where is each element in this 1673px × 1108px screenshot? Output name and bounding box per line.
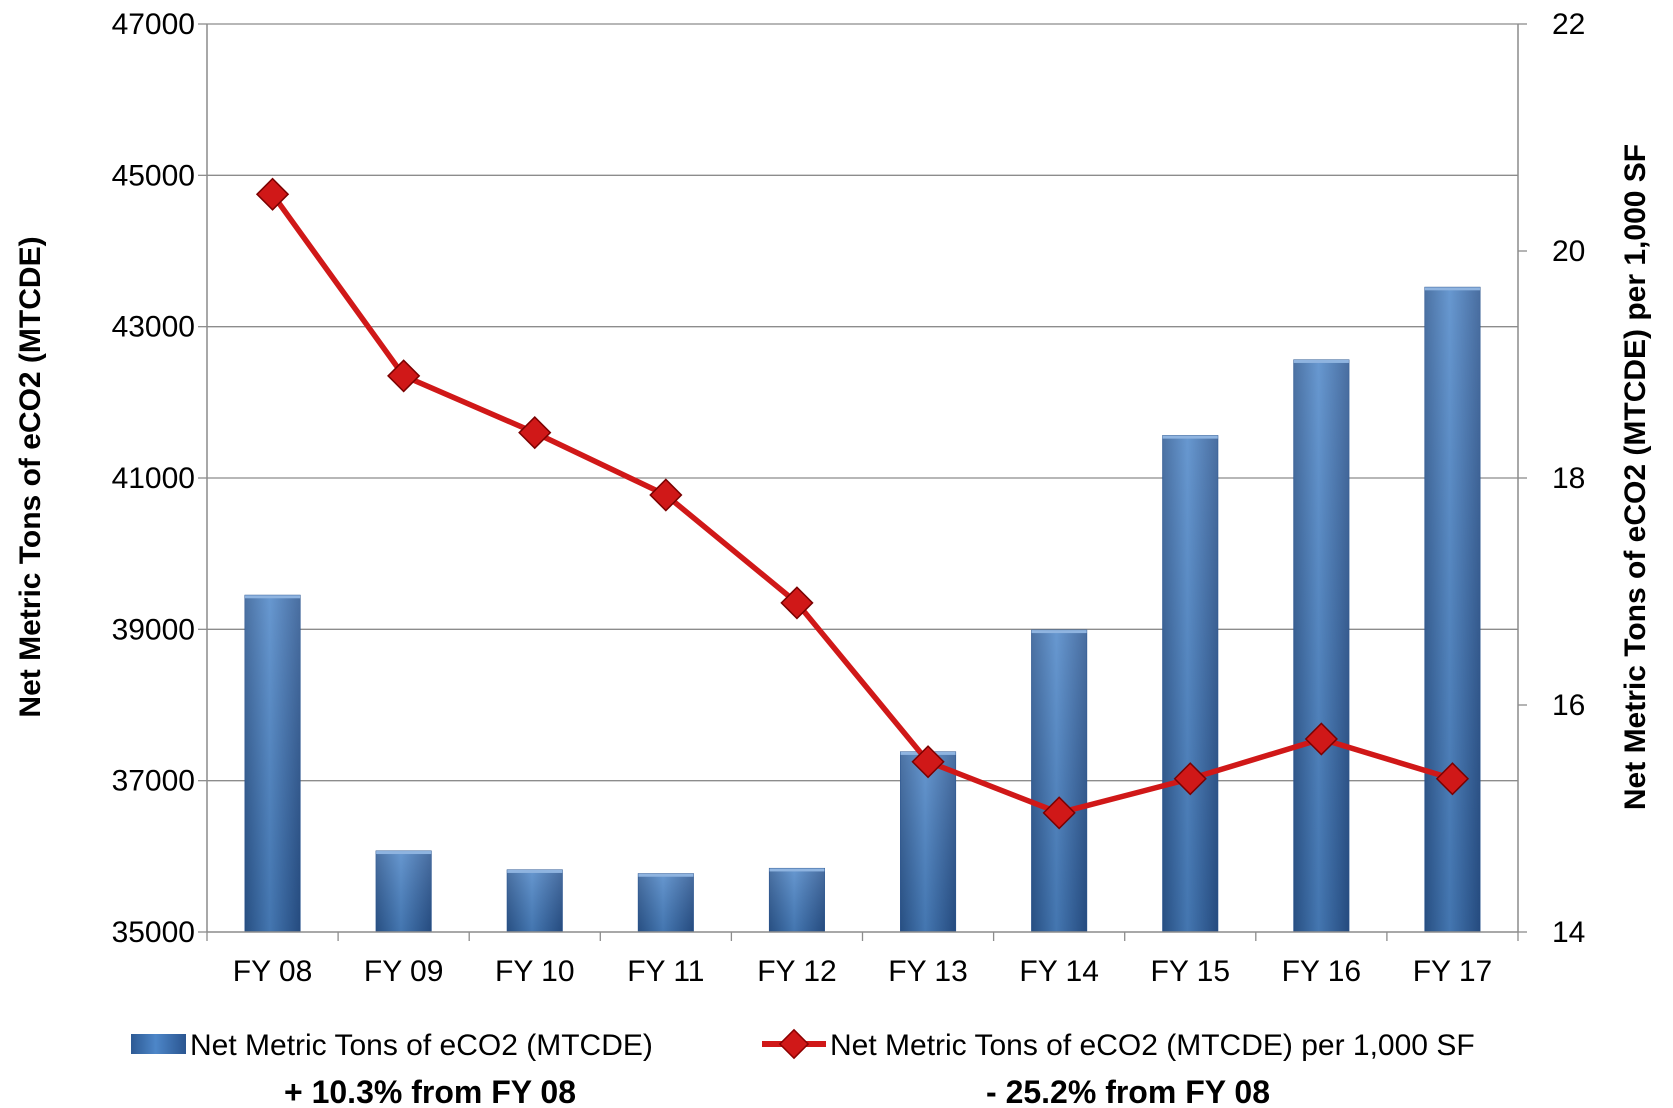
y2-tick-label: 20 [1552, 235, 1585, 268]
bar-series [244, 286, 1481, 933]
y-tick-label: 39000 [112, 613, 195, 646]
bar-shade [1162, 435, 1218, 932]
line-point [1173, 762, 1207, 796]
y2-tick-label: 22 [1552, 8, 1585, 41]
bar-shade [507, 869, 563, 932]
bar-shade [1293, 359, 1349, 933]
bar-shade [245, 595, 301, 932]
bar-shade [769, 868, 825, 932]
y2-tick-label: 14 [1552, 916, 1585, 949]
x-tick-label: FY 10 [495, 955, 575, 988]
bar-top-highlight [769, 868, 825, 872]
legend-line-marker [778, 1028, 810, 1060]
bar-shade [900, 751, 956, 932]
bar-shade [638, 873, 694, 932]
x-tick-label: FY 08 [233, 955, 313, 988]
bar-shade [376, 851, 432, 932]
bar-shade [1424, 287, 1480, 932]
y-tick-label: 45000 [112, 159, 195, 192]
bar-top-highlight [507, 869, 563, 873]
bar-top-highlight [245, 595, 301, 599]
tick-labels: 35000 37000 39000 41000 43000 45000 47000 14 16 1… [112, 8, 1586, 988]
x-tick-label: FY 15 [1151, 955, 1231, 988]
legend: Net Metric Tons of eCO2 (MTCDE) Net Metr… [131, 1028, 1475, 1062]
line-path [270, 192, 1454, 816]
note-bars-change: + 10.3% from FY 08 [284, 1074, 576, 1108]
bar-top-highlight [638, 873, 694, 877]
x-tick-label: FY 09 [364, 955, 444, 988]
y2-tick-label: 18 [1552, 462, 1585, 495]
y-axis-title: Net Metric Tons of eCO2 (MTCDE) [14, 236, 47, 717]
x-tick-label: FY 12 [757, 955, 837, 988]
y-tick-label: 35000 [112, 916, 195, 949]
y-tick-label: 43000 [112, 311, 195, 344]
line-point [1304, 722, 1338, 756]
line-point [387, 359, 421, 393]
x-tick-label: FY 13 [888, 955, 968, 988]
y2-tick-label: 16 [1552, 689, 1585, 722]
line-point [1042, 796, 1076, 830]
legend-item-bars: Net Metric Tons of eCO2 (MTCDE) [131, 1029, 653, 1062]
line-point [1435, 762, 1470, 796]
axes [198, 23, 1527, 941]
line-point [518, 415, 552, 450]
x-tick-label: FY 14 [1019, 955, 1099, 988]
y2-axis-title: Net Metric Tons of eCO2 (MTCDE) per 1,00… [1619, 144, 1652, 810]
bar-shade [1031, 630, 1087, 932]
legend-item-line: Net Metric Tons of eCO2 (MTCDE) per 1,00… [762, 1028, 1475, 1062]
bar-top-highlight [1031, 630, 1087, 634]
x-tick-label: FY 11 [627, 955, 704, 988]
legend-label-bars: Net Metric Tons of eCO2 (MTCDE) [190, 1029, 653, 1062]
x-tick-label: FY 17 [1413, 955, 1493, 988]
note-line-change: - 25.2% from FY 08 [986, 1074, 1270, 1108]
legend-bar-swatch [131, 1034, 186, 1054]
y-tick-label: 37000 [112, 765, 195, 798]
line-series [255, 177, 1470, 830]
y-tick-label: 41000 [112, 462, 195, 495]
line-point [255, 177, 290, 211]
y-tick-label: 47000 [112, 8, 195, 41]
line-point [649, 478, 683, 512]
line-point [780, 586, 814, 620]
bar-top-highlight [376, 851, 432, 855]
bar-top-highlight [1162, 435, 1218, 439]
bar-top-highlight [1293, 359, 1349, 363]
legend-label-line: Net Metric Tons of eCO2 (MTCDE) per 1,00… [830, 1029, 1475, 1062]
bar-top-highlight [1424, 287, 1480, 291]
x-tick-label: FY 16 [1282, 955, 1362, 988]
line-point [911, 745, 945, 779]
